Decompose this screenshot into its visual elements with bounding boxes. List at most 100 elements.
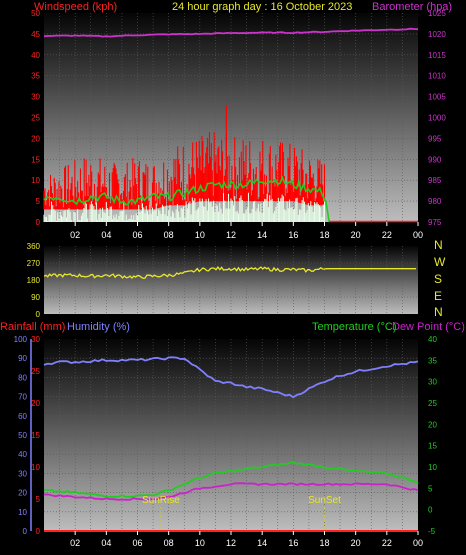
wind-x-tick: 08 — [164, 230, 174, 240]
barometer-tick: 975 — [428, 218, 442, 227]
temperature-x-tick: 12 — [226, 538, 236, 548]
wind-x-tick: 16 — [288, 230, 298, 240]
temperature-tick: 40 — [428, 335, 437, 344]
humidity-tick: 70 — [18, 393, 27, 402]
compass-south: S — [434, 272, 442, 286]
wind-x-tick: 06 — [132, 230, 142, 240]
temperature-x-tick: 16 — [288, 538, 298, 548]
wind-x-tick: 18 — [319, 230, 329, 240]
direction-tick: 270 — [27, 259, 41, 268]
windspeed-tick: 35 — [31, 72, 40, 81]
barometer-axis-title: Barometer (hpa) — [372, 1, 452, 13]
temperature-tick-labels: -5 0 5 10 15 20 25 30 35 40 — [428, 335, 437, 536]
direction-line — [43, 266, 417, 280]
windspeed-tick: 50 — [31, 9, 40, 18]
barometer-tick: 995 — [428, 134, 442, 143]
windspeed-tick: 5 — [36, 197, 41, 206]
temperature-tick: -5 — [428, 527, 436, 536]
humidity-tick: 40 — [18, 450, 27, 459]
humidity-axis-title: Humidity (%) — [67, 321, 130, 333]
humidity-tick: 50 — [18, 431, 27, 440]
direction-series — [43, 266, 417, 280]
rainfall-tick: 30 — [31, 335, 40, 344]
temperature-x-tick: 06 — [132, 538, 142, 548]
temperature-tick: 20 — [428, 420, 437, 429]
temperature-line — [44, 461, 419, 498]
rainfall-tick: 0 — [36, 527, 41, 536]
windspeed-tick: 30 — [31, 93, 40, 102]
direction-tick: 360 — [27, 242, 41, 251]
rainfall-axis-title: Rainfall (mm) — [0, 321, 65, 333]
temperature-x-tick: 02 — [70, 538, 80, 548]
barometer-tick: 1020 — [428, 30, 446, 39]
barometer-tick: 1015 — [428, 51, 446, 60]
wind-x-tick: 12 — [226, 230, 236, 240]
wind-x-tick: 02 — [70, 230, 80, 240]
windspeed-tick: 10 — [31, 176, 40, 185]
barometer-line — [43, 27, 419, 38]
barometer-tick: 990 — [428, 155, 442, 164]
wind-average-line — [43, 175, 330, 223]
temperature-tick: 30 — [428, 378, 437, 387]
windspeed-tick: 0 — [36, 218, 41, 227]
windspeed-tick-labels: 0 5 10 15 20 25 30 35 40 45 50 — [31, 9, 40, 227]
rainfall-tick: 20 — [31, 399, 40, 408]
wind-x-tick: 14 — [257, 230, 267, 240]
compass-east: E — [434, 289, 442, 303]
direction-grid — [44, 246, 418, 314]
temperature-axis-title: Temperature (°C) — [312, 321, 396, 333]
wind-series — [43, 27, 419, 223]
compass-north-top: N — [434, 238, 443, 252]
windspeed-tick: 20 — [31, 134, 40, 143]
dewpoint-axis-title: Dew Point (°C) — [392, 321, 465, 333]
humidity-tick: 80 — [18, 373, 27, 382]
temperature-tick: 35 — [428, 356, 437, 365]
barometer-tick: 985 — [428, 176, 442, 185]
humidity-tick: 90 — [18, 354, 27, 363]
rainfall-tick: 5 — [36, 495, 41, 504]
temperature-x-tick: 18 — [319, 538, 329, 548]
direction-tick: 90 — [31, 293, 40, 302]
compass-north-bottom: N — [434, 305, 443, 319]
wind-x-tick: 20 — [351, 230, 361, 240]
compass-labels: N W S E N — [434, 238, 446, 319]
sunset-label: SunSet — [308, 495, 341, 506]
humidity-tick: 30 — [18, 469, 27, 478]
temperature-tick: 10 — [428, 463, 437, 472]
temperature-x-tick: 08 — [164, 538, 174, 548]
dewpoint-line — [43, 482, 419, 501]
windspeed-tick: 40 — [31, 51, 40, 60]
temperature-x-tick: 00 — [413, 538, 423, 548]
temperature-grid — [44, 339, 418, 531]
sunrise-label: SunRise — [142, 495, 180, 506]
barometer-tick: 1010 — [428, 72, 446, 81]
barometer-tick: 1005 — [428, 93, 446, 102]
direction-tick: 0 — [36, 310, 41, 319]
temperature-tick: 15 — [428, 442, 437, 451]
rainfall-tick: 10 — [31, 463, 40, 472]
temperature-x-tick-labels: 02 04 06 08 10 12 14 16 18 20 22 00 — [70, 531, 423, 548]
wind-x-tick: 04 — [101, 230, 111, 240]
compass-west: W — [434, 255, 446, 269]
rainfall-tick: 25 — [31, 367, 40, 376]
rainfall-tick-labels: 0 5 10 15 20 25 30 — [31, 335, 40, 536]
temperature-x-tick: 22 — [382, 538, 392, 548]
wind-x-tick: 10 — [195, 230, 205, 240]
windspeed-tick: 15 — [31, 155, 40, 164]
windspeed-tick: 45 — [31, 30, 40, 39]
humidity-tick: 0 — [23, 527, 28, 536]
rainfall-tick: 15 — [31, 431, 40, 440]
wind-x-tick-labels: 02 04 06 08 10 12 14 16 18 20 22 00 — [70, 222, 423, 240]
direction-panel: 0 90 180 270 360 N W S E N — [27, 238, 446, 319]
humidity-tick-labels: 0 10 20 30 40 50 60 70 80 90 100 — [14, 335, 28, 536]
temperature-tick: 25 — [428, 399, 437, 408]
humidity-tick: 60 — [18, 412, 27, 421]
direction-tick: 180 — [27, 276, 41, 285]
windspeed-tick: 25 — [31, 114, 40, 123]
direction-tick-labels: 0 90 180 270 360 — [27, 242, 41, 319]
temperature-x-tick: 14 — [257, 538, 267, 548]
temperature-tick: 5 — [428, 484, 433, 493]
humidity-tick: 100 — [14, 335, 28, 344]
temperature-panel: 0 10 20 30 40 50 60 70 80 90 100 0 5 10 15 20 25 30 -5 0 5… — [14, 335, 438, 548]
